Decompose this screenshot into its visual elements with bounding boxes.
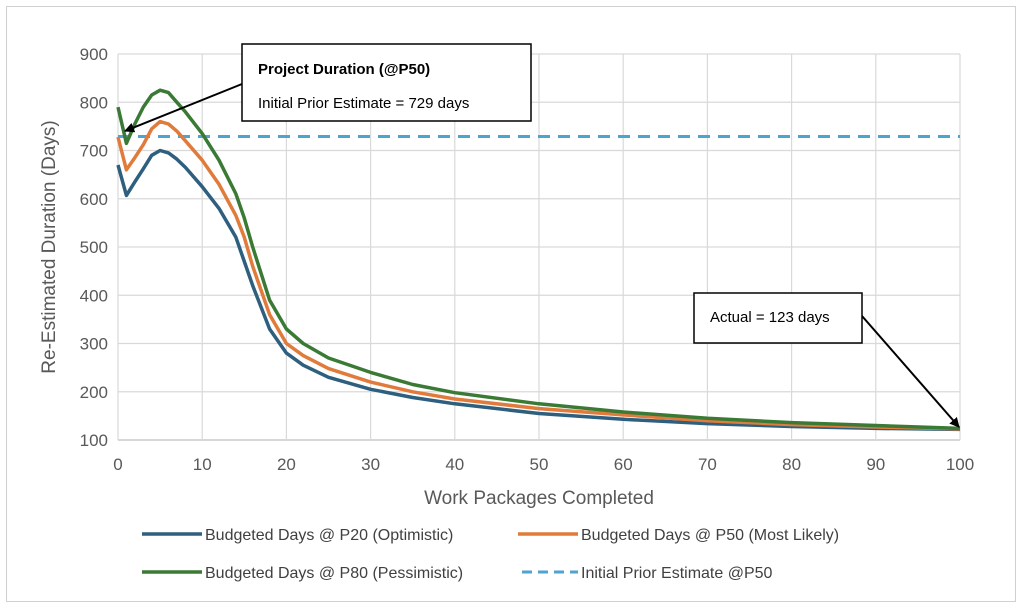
legend-label-0: Budgeted Days @ P20 (Optimistic)	[205, 527, 453, 544]
legend-label-3: Initial Prior Estimate @P50	[581, 565, 773, 582]
x-tick-label: 90	[866, 455, 885, 474]
x-tick-label: 70	[698, 455, 717, 474]
y-axis-title: Re-Estimated Duration (Days)	[39, 120, 60, 373]
series-line-2	[116, 88, 961, 431]
y-tick-label: 500	[80, 238, 108, 257]
series-line-0	[116, 148, 961, 432]
annotation-arrow-actual	[861, 315, 960, 428]
x-tick-label: 60	[614, 455, 633, 474]
x-tick-label: 30	[361, 455, 380, 474]
annotation-actual-text: Actual = 123 days	[710, 309, 830, 326]
annotation-arrow-project-duration	[124, 83, 243, 133]
y-tick-label: 200	[80, 383, 108, 402]
legend-label-1: Budgeted Days @ P50 (Most Likely)	[581, 527, 839, 544]
y-tick-label: 100	[80, 431, 108, 450]
chart-frame	[6, 6, 1016, 602]
y-tick-label: 800	[80, 93, 108, 112]
x-tick-label: 40	[445, 455, 464, 474]
x-tick-label: 20	[277, 455, 296, 474]
x-tick-label: 50	[530, 455, 549, 474]
y-tick-label: 400	[80, 286, 108, 305]
x-tick-label: 100	[946, 455, 974, 474]
x-tick-label: 80	[782, 455, 801, 474]
y-tick-label: 300	[80, 335, 108, 354]
annotation-box-actual	[693, 292, 863, 344]
y-tick-label: 700	[80, 142, 108, 161]
annotation-box-project-duration	[241, 43, 532, 122]
series-line-1	[116, 119, 961, 431]
annotation-title: Project Duration (@P50)	[258, 61, 430, 78]
y-tick-label: 600	[80, 190, 108, 209]
annotation-text: Initial Prior Estimate = 729 days	[258, 95, 469, 112]
x-axis-title: Work Packages Completed	[424, 488, 654, 509]
x-tick-label: 0	[113, 455, 122, 474]
legend-label-2: Budgeted Days @ P80 (Pessimistic)	[205, 565, 463, 582]
y-tick-label: 900	[80, 45, 108, 64]
x-tick-label: 10	[193, 455, 212, 474]
